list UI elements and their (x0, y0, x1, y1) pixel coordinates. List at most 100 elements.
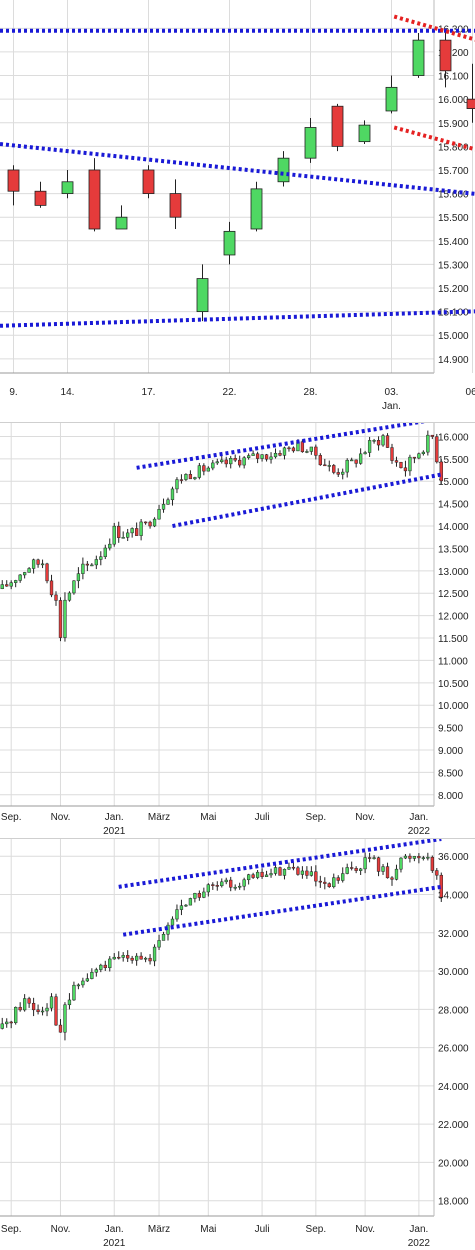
y-tick-label: 16.100 (438, 72, 469, 83)
candle-up (175, 479, 179, 490)
candle-down (376, 440, 381, 446)
candle-up (99, 556, 103, 560)
y-tick-label: 18.000 (438, 1197, 469, 1208)
x-tick-label: Nov. (355, 812, 375, 823)
candle-down (287, 447, 291, 450)
y-tick-label: 9.000 (438, 746, 463, 757)
y-tick-label: 10.500 (438, 679, 469, 690)
candle-down (385, 866, 390, 879)
candle-up (170, 488, 175, 501)
candle-up (99, 964, 103, 970)
candle-down (314, 871, 318, 882)
candle-up (305, 451, 309, 453)
candle-down (260, 871, 264, 877)
x-tick-label: 17. (142, 387, 156, 398)
y-tick-label: 16.200 (438, 48, 469, 59)
candle-up (287, 866, 291, 870)
candle-up (206, 884, 210, 893)
candle-down (300, 441, 305, 453)
candle-down (211, 884, 215, 886)
candle-down (331, 105, 344, 147)
candle-down (34, 190, 47, 206)
candle-down (278, 867, 282, 876)
candle-up (224, 879, 228, 883)
candle-up (255, 871, 260, 878)
candle-up (242, 879, 246, 887)
candle-up (90, 564, 94, 567)
x-tick-sublabel: Jan. (382, 401, 401, 412)
candle-down (314, 446, 318, 456)
y-tick-label: 15.800 (438, 142, 469, 153)
candle-up (61, 181, 74, 194)
candle-up (220, 881, 224, 887)
candle-up (332, 877, 336, 888)
y-tick-label: 15.300 (438, 260, 469, 271)
candle-down (45, 563, 49, 582)
candle-up (264, 874, 269, 877)
candle-up (49, 996, 54, 1009)
candle-down (7, 169, 20, 192)
candle-down (5, 584, 9, 587)
candle-down (255, 453, 260, 459)
x-tick-label: Mai (200, 1224, 216, 1235)
y-tick-label: 13.000 (438, 567, 469, 578)
y-tick-label: 24.000 (438, 1082, 469, 1093)
candle-up (309, 446, 314, 452)
candle-down (215, 885, 219, 887)
candle-up (130, 528, 134, 534)
candle-down (430, 434, 434, 437)
candle-down (27, 998, 31, 1004)
y-tick-label: 9.500 (438, 724, 463, 735)
x-tick-label: Sep. (306, 812, 327, 823)
candle-down (439, 39, 452, 72)
candle-down (403, 467, 408, 472)
y-tick-label: 15.200 (438, 284, 469, 295)
candle-up (426, 434, 430, 453)
y-tick-label: 34.000 (438, 890, 469, 901)
candle-up (250, 188, 263, 230)
candle-up (179, 905, 184, 910)
candle-down (336, 877, 340, 881)
candle-down (278, 452, 282, 456)
x-tick-sublabel: 2022 (408, 826, 431, 837)
chart-panel-1year: 8.000 8.500 9.000 9.500 10.000 10.500 11.000 11… (0, 423, 475, 838)
candle-up (417, 453, 421, 459)
y-tick-label: 28.000 (438, 1005, 469, 1016)
x-tick-label: Nov. (355, 1224, 375, 1235)
candle-up (184, 474, 188, 480)
candle-up (40, 1010, 45, 1013)
candle-up (197, 465, 202, 478)
candle-up (242, 457, 246, 466)
candle-down (327, 883, 331, 888)
candle-down (202, 465, 206, 472)
candle-down (31, 1002, 36, 1011)
candle-down (54, 594, 58, 601)
y-tick-label: 22.000 (438, 1120, 469, 1131)
candle-down (134, 528, 139, 536)
candle-up (14, 580, 18, 583)
candle-up (269, 873, 273, 876)
candle-up (273, 867, 278, 874)
trendline-blue (172, 472, 442, 528)
candle-up (121, 955, 125, 958)
x-tick-label: 9. (9, 387, 17, 398)
candle-down (318, 455, 322, 466)
candle-up (229, 458, 233, 465)
candle-down (179, 479, 184, 481)
candle-up (341, 471, 345, 475)
candle-up (345, 867, 349, 874)
y-tick-label: 26.000 (438, 1044, 469, 1055)
candle-up (157, 940, 161, 948)
candle-up (211, 462, 215, 469)
y-tick-label: 15.700 (438, 166, 469, 177)
candle-down (238, 459, 242, 466)
candle-down (435, 436, 439, 463)
chart-panel-daily: 14.900 15.000 15.100 15.200 15.300 15.400 15.5… (0, 0, 475, 415)
candle-down (376, 857, 381, 872)
candle-down (296, 867, 300, 875)
x-tick-label: Jan. (105, 812, 124, 823)
candle-down (323, 881, 327, 884)
chart-panel-1year-b: 18.000 20.000 22.000 24.000 26.000 28.000 30.0… (0, 839, 475, 1250)
candle-down (350, 867, 354, 869)
candle-up (72, 984, 76, 1001)
